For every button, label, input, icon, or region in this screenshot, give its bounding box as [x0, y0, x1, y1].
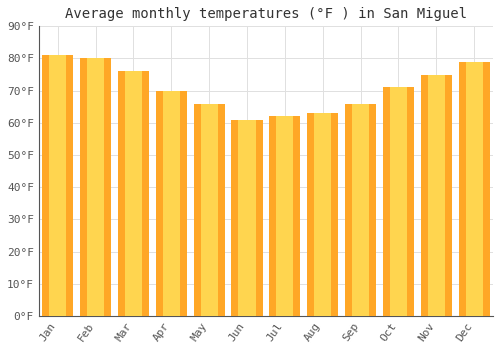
Bar: [80, 58, 111, 316]
Bar: [345, 104, 376, 316]
Bar: [352, 104, 369, 316]
Bar: [163, 91, 180, 316]
Bar: [428, 75, 445, 316]
Bar: [156, 91, 187, 316]
Bar: [125, 71, 142, 316]
Bar: [49, 55, 66, 316]
Bar: [238, 120, 256, 316]
Bar: [87, 58, 104, 316]
Bar: [42, 55, 74, 316]
Bar: [314, 113, 331, 316]
Bar: [421, 75, 452, 316]
Bar: [118, 71, 149, 316]
Bar: [194, 104, 224, 316]
Bar: [466, 62, 482, 316]
Bar: [276, 116, 293, 316]
Bar: [232, 120, 262, 316]
Bar: [383, 88, 414, 316]
Bar: [270, 116, 300, 316]
Bar: [307, 113, 338, 316]
Title: Average monthly temperatures (°F ) in San Miguel: Average monthly temperatures (°F ) in Sa…: [65, 7, 467, 21]
Bar: [458, 62, 490, 316]
Bar: [390, 88, 407, 316]
Bar: [200, 104, 218, 316]
